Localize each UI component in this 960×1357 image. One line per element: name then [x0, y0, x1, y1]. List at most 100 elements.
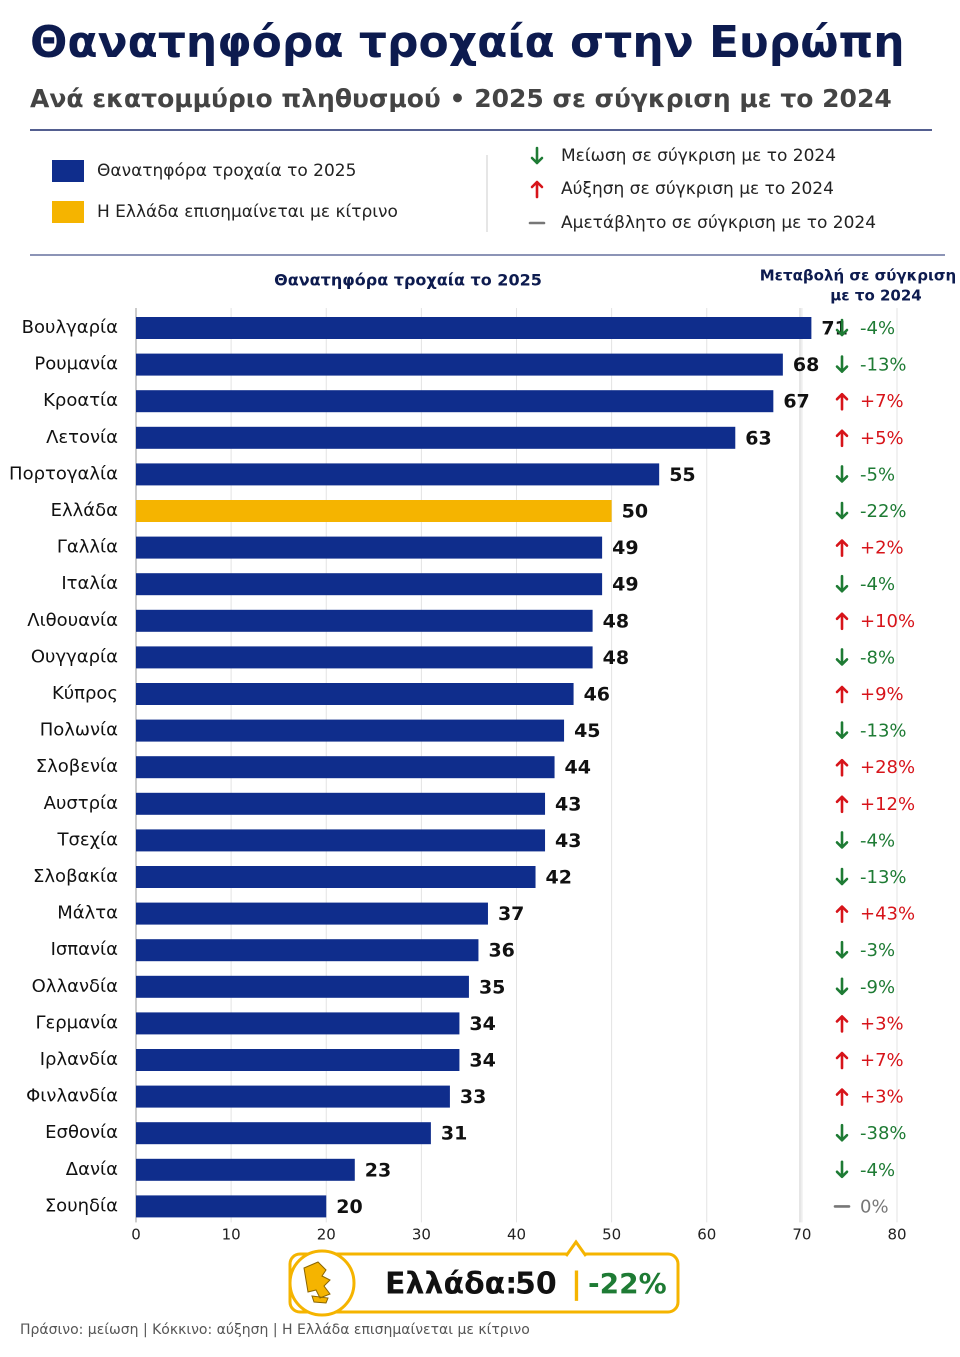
change-label: -8% [860, 647, 895, 668]
bar [136, 500, 612, 522]
value-label: 44 [565, 757, 591, 779]
callout-separator: | [571, 1267, 582, 1302]
change-arrow [835, 392, 849, 411]
value-label: 42 [546, 867, 572, 889]
change-label: -3% [860, 940, 895, 961]
greece-map [303, 1261, 331, 1304]
change-arrow [835, 940, 849, 959]
value-label: 45 [574, 720, 600, 742]
change-arrow [835, 1051, 849, 1070]
change-label: +7% [860, 391, 904, 412]
footer: Πράσινο: μείωση | Κόκκινο: αύξηση | Η Ελ… [20, 1322, 530, 1338]
bar [136, 390, 774, 413]
x-tick-label: 80 [887, 1226, 906, 1244]
category-label: Ισπανία [51, 939, 118, 960]
category-label: Σουηδία [45, 1195, 118, 1216]
category-label: Πολωνία [40, 720, 118, 741]
bar [136, 536, 603, 559]
category-label: Σλοβακία [33, 866, 118, 887]
change-label: -4% [860, 574, 895, 595]
change-label: +43% [860, 904, 915, 925]
change-label: +3% [860, 1013, 904, 1034]
change-label: +5% [860, 428, 904, 449]
legend-label: Μείωση σε σύγκριση με το 2024 [561, 146, 836, 166]
category-label: Λιθουανία [27, 610, 118, 631]
x-tick-label: 20 [317, 1226, 336, 1244]
category-label: Αυστρία [44, 793, 118, 814]
change-label: -4% [860, 1160, 895, 1181]
value-label: 49 [612, 574, 638, 596]
change-arrow [835, 612, 849, 631]
category-label: Φινλανδία [26, 1086, 118, 1107]
legend-label: Θανατηφόρα τροχαία το 2025 [97, 161, 356, 181]
callout-pointer [564, 1239, 588, 1257]
bar [136, 426, 736, 449]
change-arrow [835, 867, 849, 886]
bar [136, 1195, 327, 1218]
legend-label: Αύξηση σε σύγκριση με το 2024 [561, 179, 834, 199]
change-arrow [835, 501, 849, 520]
x-tick-label: 60 [697, 1226, 716, 1244]
category-label: Ιταλία [61, 573, 118, 594]
category-label: Ιρλανδία [40, 1049, 118, 1070]
bar-title: Θανατηφόρα τροχαία το 2025 [274, 271, 542, 290]
value-label: 63 [745, 427, 771, 449]
value-label: 67 [783, 391, 809, 413]
category-label: Ουγγαρία [31, 646, 118, 667]
change-label: +12% [860, 794, 915, 815]
change-arrow [835, 758, 849, 777]
value-label: 48 [603, 647, 629, 669]
change-label: -13% [860, 721, 907, 742]
change-label: -38% [860, 1123, 907, 1144]
bar [136, 792, 546, 815]
value-label: 34 [469, 1013, 495, 1035]
legend-swatch [52, 160, 84, 182]
change-arrow [835, 648, 849, 666]
category-label: Δανία [66, 1159, 118, 1180]
change-label: +3% [860, 1087, 904, 1108]
bar [136, 829, 546, 852]
legend-label: Η Ελλάδα επισημαίνεται με κίτρινο [97, 202, 398, 222]
change-label: -4% [860, 318, 895, 339]
change-arrow [835, 795, 849, 814]
value-label: 37 [498, 903, 524, 925]
change-label: +10% [860, 611, 915, 632]
value-label: 43 [555, 830, 581, 852]
value-label: 31 [441, 1123, 467, 1145]
x-tick-label: 70 [792, 1226, 811, 1244]
category-label: Εσθονία [45, 1122, 118, 1143]
bar [136, 902, 488, 925]
category-label: Πορτογαλία [9, 463, 118, 484]
bar [136, 646, 593, 669]
change-title: με το 2024 [830, 287, 921, 305]
bar [136, 609, 593, 632]
change-arrow [835, 574, 849, 593]
value-label: 71 [821, 318, 847, 340]
change-arrow [835, 905, 849, 923]
change-arrow [835, 539, 849, 557]
value-label: 55 [669, 464, 695, 486]
category-label: Γερμανία [35, 1012, 118, 1033]
x-tick-label: 40 [507, 1226, 526, 1244]
value-label: 35 [479, 976, 505, 998]
category-label: Βουλγαρία [22, 317, 118, 338]
callout-value: 50 [515, 1267, 557, 1302]
x-tick-label: 50 [602, 1226, 621, 1244]
bar [136, 1012, 460, 1035]
bar [136, 939, 479, 962]
bar [136, 317, 812, 339]
title: Θανατηφόρα τροχαία στην Ευρώπη [30, 17, 905, 68]
change-arrow [835, 318, 849, 337]
bar [136, 1158, 355, 1181]
category-label: Κροατία [43, 390, 118, 411]
change-arrow [835, 1160, 849, 1179]
value-label: 48 [603, 610, 629, 632]
value-label: 49 [612, 537, 638, 559]
change-arrow [835, 465, 849, 483]
value-label: 23 [365, 1159, 391, 1181]
category-label: Τσεχία [57, 829, 119, 850]
category-label: Μάλτα [57, 903, 118, 924]
change-label: -13% [860, 867, 907, 888]
